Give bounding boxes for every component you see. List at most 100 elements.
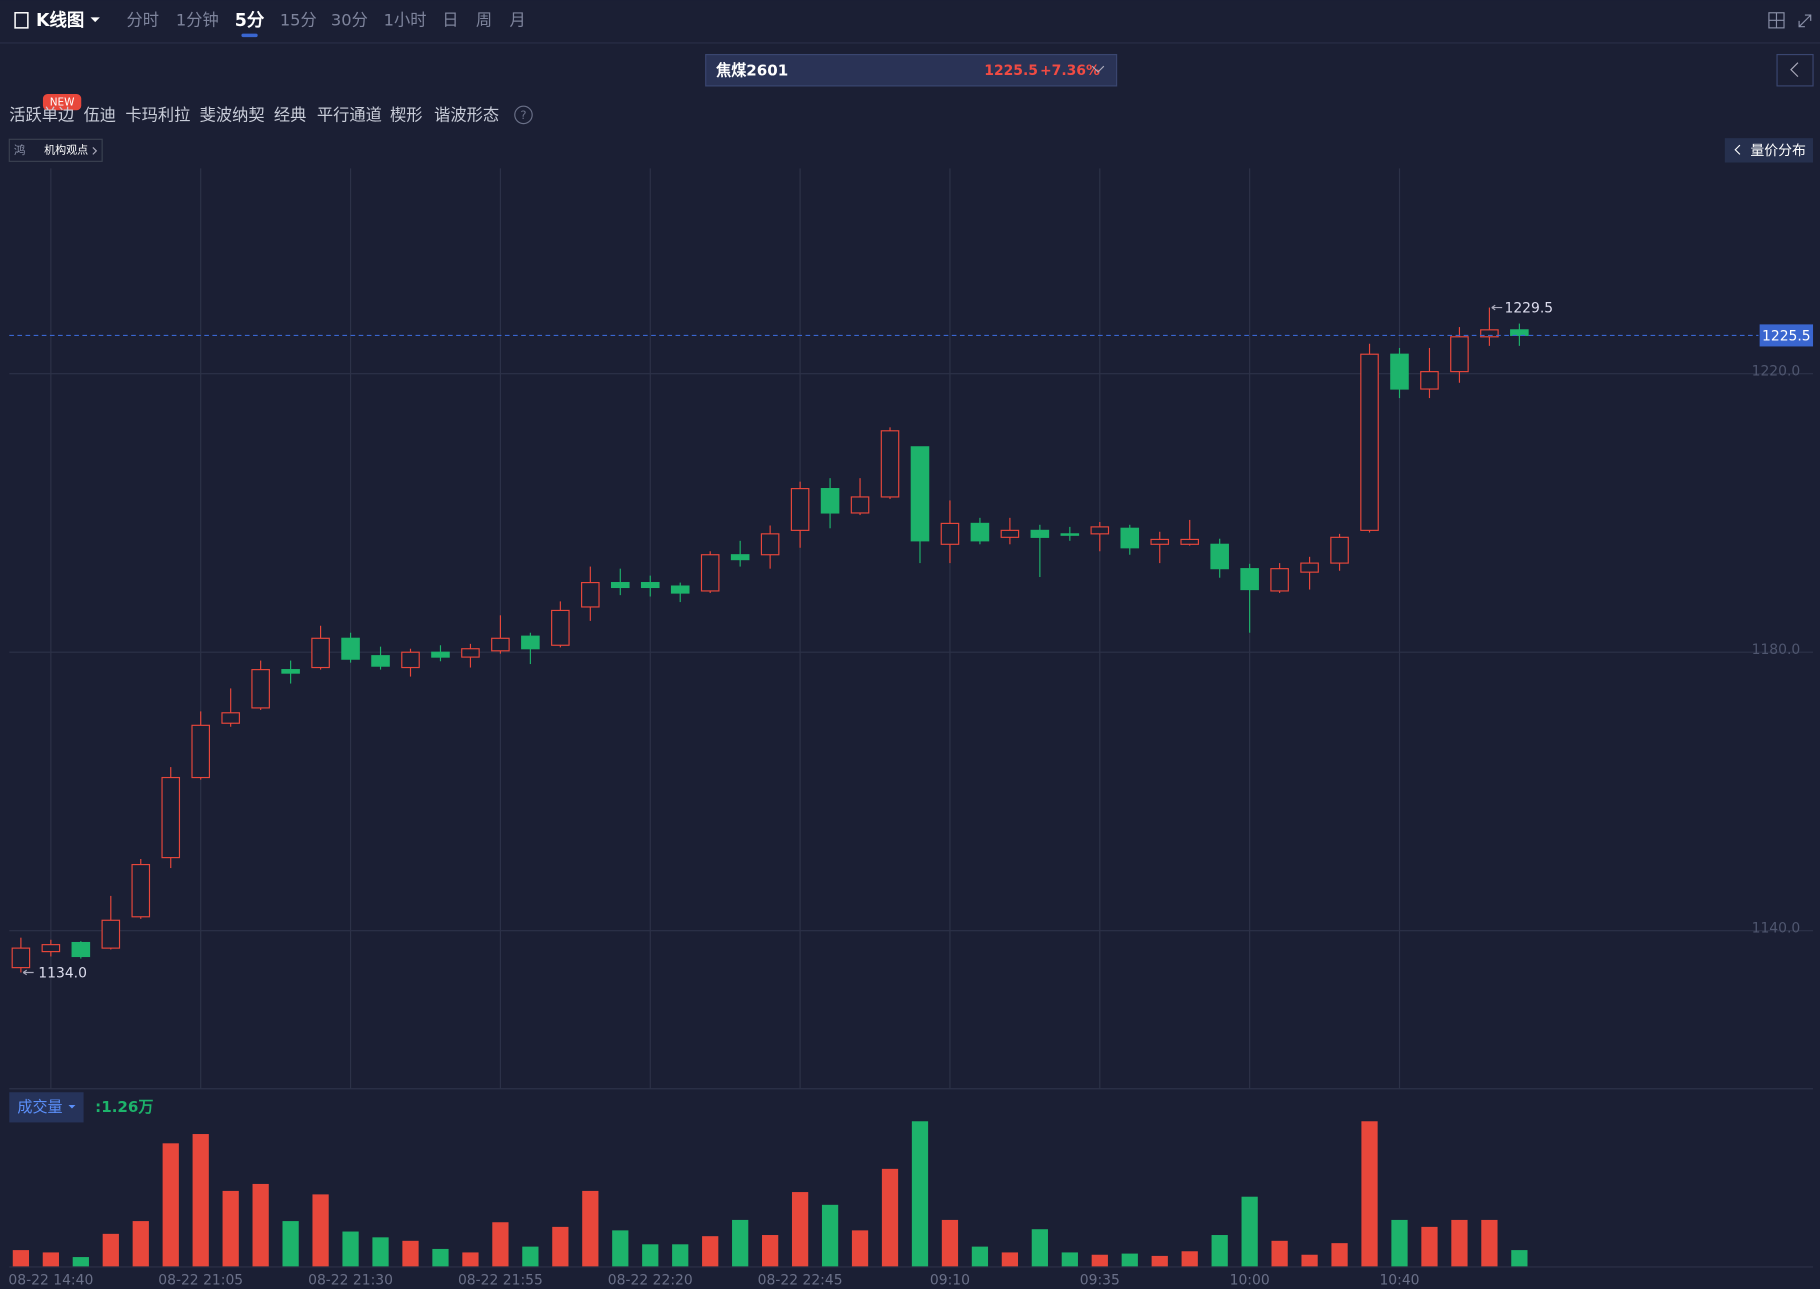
volume-bar	[432, 1248, 449, 1267]
symbol-chevron[interactable]	[1091, 65, 1105, 73]
volume-bar	[372, 1237, 389, 1267]
candle-body	[371, 655, 390, 667]
candle-body	[670, 585, 690, 594]
candle-body	[191, 724, 210, 779]
timeframe-tab[interactable]: 15分	[280, 10, 317, 29]
symbol-box[interactable]	[705, 53, 1118, 87]
new-badge-text: NEW	[50, 97, 75, 109]
distribution-chevron	[1734, 144, 1741, 155]
indicator-item[interactable]: 斐波纳契	[200, 106, 265, 125]
volume-bar	[1001, 1252, 1019, 1267]
volume-dropdown[interactable]	[68, 1105, 76, 1109]
volume-bar	[42, 1252, 59, 1267]
kline-icon[interactable]	[14, 12, 29, 29]
panel-toggle[interactable]	[1776, 53, 1814, 87]
viewpoint-box[interactable]	[8, 138, 103, 162]
candle-body	[221, 712, 240, 724]
help-icon[interactable]	[514, 105, 533, 125]
timeframe-tab[interactable]: 日	[442, 10, 458, 29]
candle-body	[1300, 562, 1319, 573]
volume-bar	[342, 1231, 359, 1267]
candle-body	[640, 582, 660, 589]
toolbar-title[interactable]: K线图	[36, 10, 84, 31]
distribution-label[interactable]: 量价分布	[1750, 143, 1806, 159]
candle-body	[1420, 371, 1439, 390]
candle-body	[131, 863, 151, 918]
distribution-button[interactable]	[1724, 138, 1814, 163]
volume-bar	[402, 1240, 419, 1267]
volume-bar	[1061, 1252, 1078, 1267]
candle-body	[1360, 353, 1379, 531]
volume-bar	[672, 1244, 689, 1267]
candle-body	[1270, 568, 1289, 592]
volume-bar	[1031, 1229, 1048, 1267]
candle-body	[401, 651, 420, 669]
y-tick-label: 1220.0	[1752, 363, 1801, 379]
candle-body	[760, 533, 780, 556]
timeframe-tab[interactable]: 5分	[235, 11, 265, 31]
active-tab-underline	[241, 33, 258, 38]
volume-bar	[312, 1194, 329, 1267]
dropdown-arrow[interactable]	[90, 17, 100, 23]
x-tick-label: 08-22 14:40	[8, 1272, 93, 1288]
volume-bar	[1121, 1253, 1138, 1267]
help-text[interactable]: ?	[520, 108, 526, 122]
symbol-name[interactable]: 焦煤2601	[715, 61, 788, 79]
candle-body	[1450, 336, 1469, 373]
timeframe-tab[interactable]: 1小时	[384, 10, 427, 29]
candle-body	[1150, 538, 1170, 545]
volume-bar	[791, 1192, 809, 1267]
volume-bar	[282, 1221, 299, 1267]
candle-body	[1180, 538, 1199, 545]
timeframe-tab[interactable]: 周	[476, 10, 492, 29]
last-price-tag	[1759, 324, 1814, 347]
candle-body	[700, 554, 720, 592]
volume-bar	[462, 1252, 479, 1267]
volume-bar	[1361, 1121, 1378, 1267]
x-tick-label: 08-22 22:45	[758, 1272, 843, 1288]
volume-bar	[492, 1222, 509, 1267]
x-tick-label: 09:10	[930, 1272, 970, 1288]
x-tick-label: 08-22 22:20	[608, 1272, 693, 1288]
timeframe-tab[interactable]: 月	[510, 10, 526, 29]
volume-bar	[132, 1221, 149, 1267]
volume-bar	[1451, 1219, 1468, 1267]
indicator-item[interactable]: 伍迪	[84, 106, 117, 125]
layout-icon-lines	[1768, 12, 1785, 28]
indicator-item[interactable]: 平行通道	[317, 106, 382, 125]
candle-body	[161, 776, 181, 859]
last-price-label: 1225.5	[1762, 329, 1811, 345]
candle-body	[1510, 329, 1529, 336]
timeframe-tab[interactable]: 30分	[331, 10, 368, 29]
indicator-item[interactable]: 经典	[274, 106, 307, 125]
candle-body	[581, 582, 600, 608]
volume-bar	[72, 1257, 89, 1267]
volume-bar	[821, 1204, 839, 1267]
viewpoint-label[interactable]: 机构观点	[44, 142, 88, 156]
x-tick-label: 08-22 21:30	[308, 1272, 393, 1288]
volume-title[interactable]: 成交量	[17, 1098, 62, 1116]
volume-bar	[252, 1183, 269, 1267]
indicator-item[interactable]: 楔形	[390, 106, 423, 125]
max-arrow	[1491, 304, 1503, 311]
timeframe-tab[interactable]: 1分钟	[176, 10, 219, 29]
timeframe-tab[interactable]: 分时	[127, 10, 159, 29]
indicator-item[interactable]: 谐波形态	[434, 106, 499, 125]
candle-body	[730, 554, 750, 561]
collapse-icon[interactable]	[1798, 14, 1812, 28]
indicator-item[interactable]: 卡玛利拉	[125, 106, 190, 125]
x-tick-label: 10:40	[1379, 1272, 1419, 1288]
candle-body	[341, 637, 360, 660]
volume-bar	[1391, 1219, 1408, 1267]
volume-bar	[192, 1134, 209, 1267]
indicator-item[interactable]: 活跃单边	[9, 106, 74, 125]
volume-bar	[1331, 1243, 1348, 1267]
volume-bar	[1091, 1254, 1108, 1267]
volume-bar	[582, 1190, 599, 1267]
volume-bar	[941, 1219, 959, 1267]
symbol-price: 1225.5	[984, 63, 1038, 79]
volume-bar	[971, 1246, 989, 1267]
volume-bar	[762, 1235, 779, 1267]
